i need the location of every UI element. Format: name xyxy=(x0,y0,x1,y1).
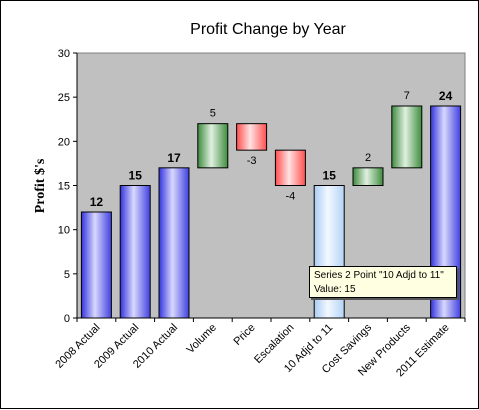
bar-value-label: -3 xyxy=(247,155,257,167)
y-tick-label: 25 xyxy=(58,92,70,104)
y-axis-label: Profit $'s xyxy=(33,158,48,213)
y-tick-label: 0 xyxy=(64,313,70,325)
data-point-tooltip: Series 2 Point "10 Adjd to 11" Value: 15 xyxy=(309,266,457,298)
chart-title: Profit Change by Year xyxy=(190,21,346,38)
bar-increase xyxy=(353,168,383,186)
x-tick-label: Price xyxy=(232,322,258,348)
bar-value-label: 15 xyxy=(129,169,143,183)
bar-total xyxy=(159,168,189,318)
y-tick-label: 10 xyxy=(58,225,70,237)
bar-value-label: 2 xyxy=(365,152,371,164)
bar-value-label: 24 xyxy=(439,89,453,103)
bar-value-label: -4 xyxy=(286,191,296,203)
bar-total xyxy=(81,212,111,318)
bar-subtotal xyxy=(314,186,344,319)
x-tick-label: Volume xyxy=(184,322,218,356)
bar-value-label: 7 xyxy=(404,90,410,102)
y-tick-label: 5 xyxy=(64,269,70,281)
bar-value-label: 15 xyxy=(323,169,337,183)
tooltip-value-line: Value: 15 xyxy=(314,283,452,297)
bar-value-label: 17 xyxy=(167,151,181,165)
bar-value-label: 12 xyxy=(90,195,104,209)
y-tick-label: 20 xyxy=(58,136,70,148)
bar-value-label: 5 xyxy=(210,108,216,120)
bar-total xyxy=(120,186,150,319)
bar-increase xyxy=(392,106,422,168)
y-tick-label: 15 xyxy=(58,181,70,193)
bar-decrease xyxy=(237,124,267,150)
bar-decrease xyxy=(275,150,305,185)
tooltip-series-line: Series 2 Point "10 Adjd to 11" xyxy=(314,269,452,283)
y-tick-label: 30 xyxy=(58,48,70,60)
bar-increase xyxy=(198,124,228,168)
y-axis: 0 5 10 15 20 25 30 xyxy=(58,48,77,325)
